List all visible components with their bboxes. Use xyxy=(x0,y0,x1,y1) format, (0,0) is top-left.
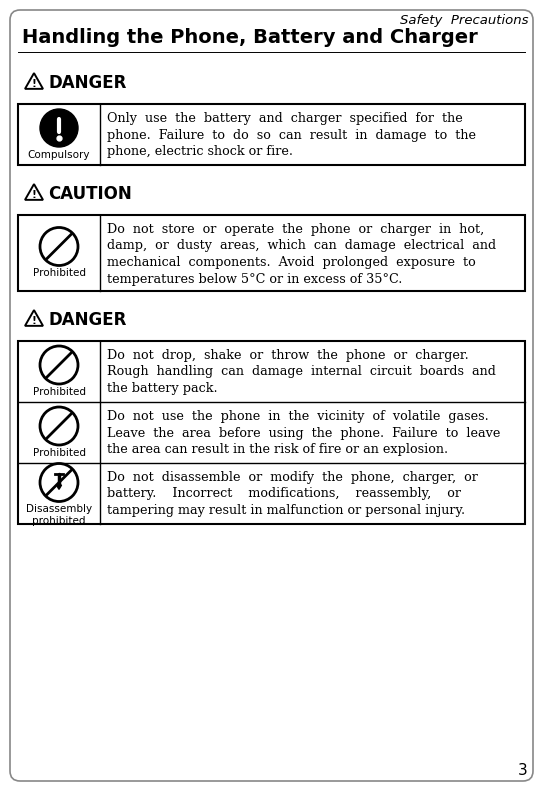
Text: !: ! xyxy=(31,190,36,200)
Text: !: ! xyxy=(31,79,36,89)
Text: Do  not  store  or  operate  the  phone  or  charger  in  hot,
damp,  or  dusty : Do not store or operate the phone or cha… xyxy=(107,223,496,286)
Text: Disassembly
prohibited: Disassembly prohibited xyxy=(26,505,92,526)
Text: Prohibited: Prohibited xyxy=(33,448,85,458)
Text: Only  use  the  battery  and  charger  specified  for  the
phone.  Failure  to  : Only use the battery and charger specifi… xyxy=(107,112,476,158)
Text: Do  not  disassemble  or  modify  the  phone,  charger,  or
battery.    Incorrec: Do not disassemble or modify the phone, … xyxy=(107,471,478,517)
Bar xyxy=(18,341,525,524)
Polygon shape xyxy=(56,485,61,490)
Bar xyxy=(18,215,525,291)
Text: DANGER: DANGER xyxy=(48,74,127,92)
Text: !: ! xyxy=(31,316,36,326)
Text: Handling the Phone, Battery and Charger: Handling the Phone, Battery and Charger xyxy=(22,28,478,47)
Text: Do  not  drop,  shake  or  throw  the  phone  or  charger.
Rough  handling  can : Do not drop, shake or throw the phone or… xyxy=(107,349,496,395)
FancyBboxPatch shape xyxy=(10,10,533,781)
Text: CAUTION: CAUTION xyxy=(48,185,132,203)
Bar xyxy=(18,104,525,165)
Text: Prohibited: Prohibited xyxy=(33,268,85,278)
Text: DANGER: DANGER xyxy=(48,311,127,329)
Text: Safety  Precautions: Safety Precautions xyxy=(400,14,528,27)
Text: Do  not  use  the  phone  in  the  vicinity  of  volatile  gases.
Leave  the  ar: Do not use the phone in the vicinity of … xyxy=(107,410,501,456)
Text: Compulsory: Compulsory xyxy=(28,150,90,160)
Text: Prohibited: Prohibited xyxy=(33,387,85,397)
Circle shape xyxy=(40,109,78,147)
Text: 3: 3 xyxy=(518,763,528,778)
